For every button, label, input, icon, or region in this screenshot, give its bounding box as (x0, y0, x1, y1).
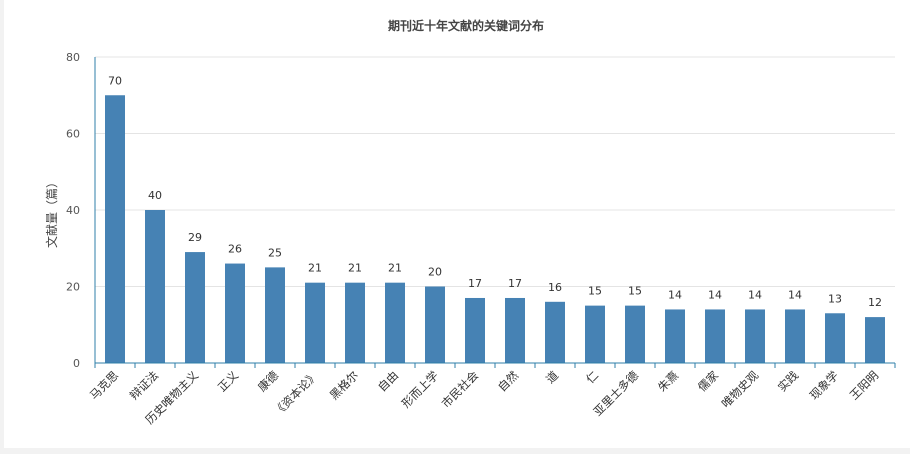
bar (745, 309, 765, 363)
x-tick-label: 实践 (775, 368, 802, 395)
x-tick-label: 自由 (375, 368, 401, 394)
x-tick-label: 道 (543, 368, 561, 386)
data-label: 17 (508, 277, 522, 290)
x-tick-label: 唯物史观 (719, 368, 762, 411)
bar (505, 297, 525, 363)
bar (625, 305, 645, 363)
bar (225, 263, 245, 363)
bar (185, 252, 205, 363)
bar (465, 297, 485, 363)
bar (105, 95, 125, 363)
y-tick-label: 80 (66, 51, 80, 64)
data-label: 15 (588, 285, 602, 298)
bottom-border-strip (0, 448, 910, 454)
bar (665, 309, 685, 363)
x-tick-label: 仁 (583, 368, 601, 386)
x-tick-label: 朱熹 (655, 368, 681, 394)
bar (705, 309, 725, 363)
x-tick-label: 黑格尔 (327, 368, 361, 402)
bar (585, 305, 605, 363)
data-label: 29 (188, 231, 202, 244)
bar (785, 309, 805, 363)
data-label: 26 (228, 243, 242, 256)
data-label: 16 (548, 281, 562, 294)
data-label: 14 (788, 288, 802, 301)
bar (545, 301, 565, 363)
bar (305, 282, 325, 363)
data-label: 25 (268, 246, 282, 259)
y-tick-label: 20 (66, 281, 80, 294)
data-label: 14 (668, 288, 682, 301)
data-label: 70 (108, 74, 122, 87)
data-label: 21 (308, 262, 322, 275)
chart-title: 期刊近十年文献的关键词分布 (388, 18, 544, 33)
y-tick-labels: 0 20 40 60 80 (66, 51, 80, 370)
grid-lines (95, 56, 895, 287)
bar (425, 286, 445, 363)
y-tick-label: 0 (73, 357, 80, 370)
axes (94, 57, 896, 368)
x-tick-label: 马克思 (87, 368, 121, 402)
x-tick-label: 现象学 (807, 368, 841, 402)
data-label: 14 (748, 288, 762, 301)
data-labels: 70 40 29 26 25 21 21 21 20 17 17 16 15 15 14 14 14 14 13 12 (108, 74, 882, 309)
data-label: 40 (148, 189, 162, 202)
x-tick-label: 王阳明 (847, 368, 881, 402)
bar (385, 282, 405, 363)
x-tick-label: 辩证法 (127, 368, 161, 402)
bar (345, 282, 365, 363)
data-label: 14 (708, 288, 722, 301)
x-tick-labels: 马克思 辩证法历史唯物主义 正义 康德《资本论》 黑格尔 自由形而上学市民社会 自然道仁亚里… (87, 368, 881, 427)
x-tick-label: 康德 (255, 368, 282, 395)
data-label: 12 (868, 296, 882, 309)
x-tick-label: 正义 (215, 368, 242, 395)
left-border-strip (0, 0, 4, 454)
data-label: 21 (348, 262, 362, 275)
data-label: 21 (388, 262, 402, 275)
y-tick-label: 60 (66, 128, 80, 141)
x-tick-label: 儒家 (695, 368, 722, 395)
bars (105, 95, 885, 363)
data-label: 15 (628, 285, 642, 298)
data-label: 13 (828, 292, 842, 305)
y-tick-label: 40 (66, 204, 80, 217)
data-label: 20 (428, 266, 442, 279)
bar (825, 313, 845, 363)
x-tick-label: 自然 (495, 368, 522, 395)
bar (265, 267, 285, 363)
bar (865, 317, 885, 363)
data-label: 17 (468, 277, 482, 290)
y-axis-label: 文献量（篇） (44, 176, 59, 248)
x-tick-label: 市民社会 (439, 368, 482, 411)
x-tick-label: 形而上学 (399, 368, 441, 410)
bar (145, 210, 165, 363)
